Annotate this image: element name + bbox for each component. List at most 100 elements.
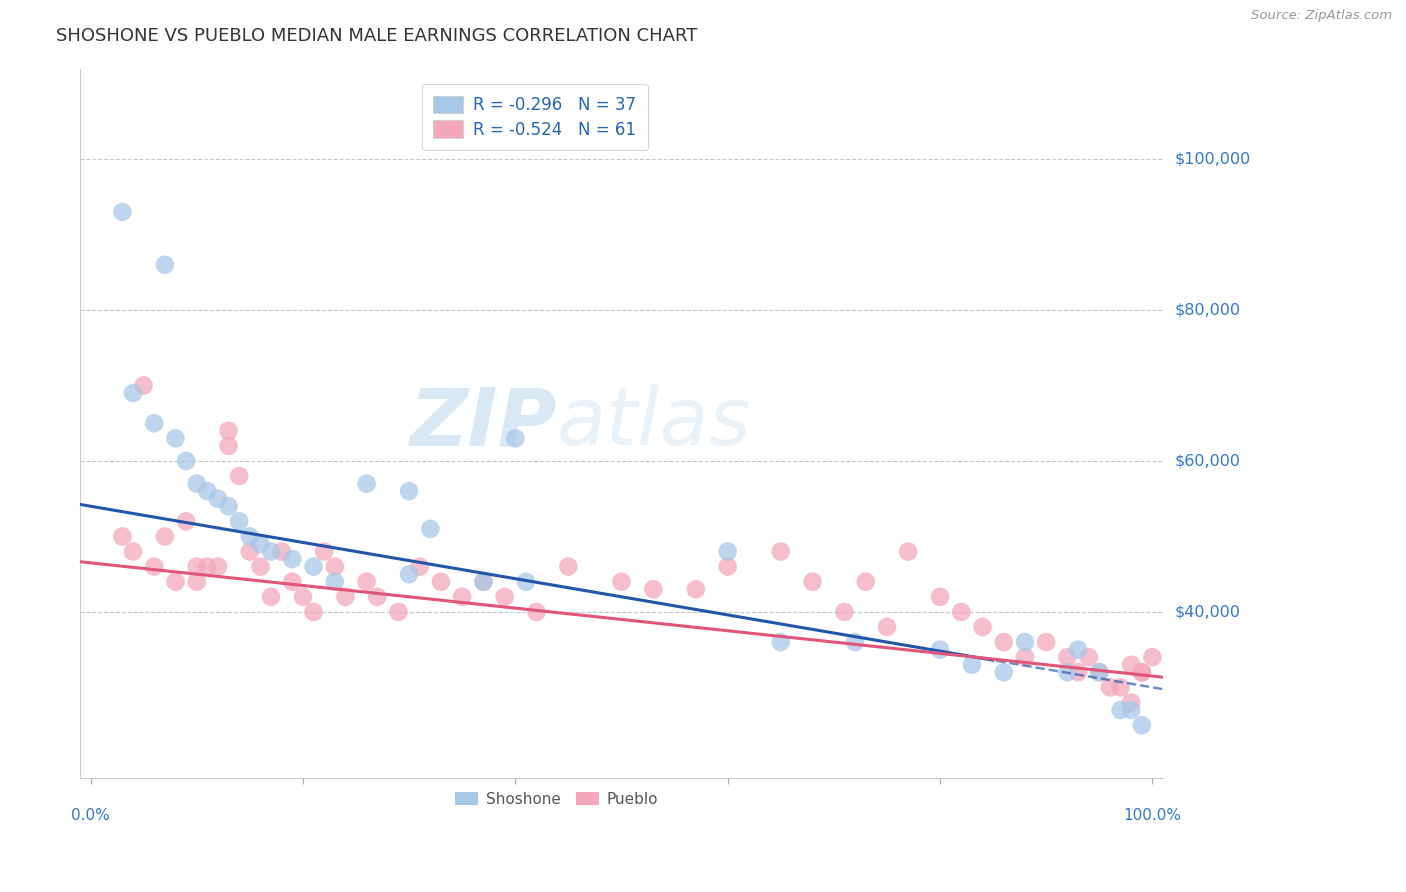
Point bbox=[111, 529, 134, 543]
Point bbox=[993, 635, 1015, 649]
Text: 0.0%: 0.0% bbox=[72, 808, 110, 823]
Point bbox=[557, 559, 579, 574]
Point bbox=[855, 574, 877, 589]
Point bbox=[526, 605, 548, 619]
Point bbox=[143, 416, 166, 430]
Point bbox=[972, 620, 994, 634]
Point bbox=[834, 605, 856, 619]
Point bbox=[844, 635, 866, 649]
Point bbox=[1130, 665, 1153, 680]
Point bbox=[419, 522, 441, 536]
Point bbox=[249, 559, 271, 574]
Text: $80,000: $80,000 bbox=[1174, 302, 1240, 318]
Point bbox=[122, 544, 145, 558]
Point bbox=[207, 559, 229, 574]
Point bbox=[228, 469, 250, 483]
Point bbox=[1121, 657, 1143, 672]
Point bbox=[1014, 650, 1036, 665]
Point bbox=[409, 559, 432, 574]
Point bbox=[1067, 642, 1090, 657]
Point bbox=[186, 574, 208, 589]
Point bbox=[153, 258, 176, 272]
Point bbox=[1035, 635, 1057, 649]
Point bbox=[950, 605, 973, 619]
Point bbox=[897, 544, 920, 558]
Point bbox=[356, 574, 378, 589]
Point bbox=[1088, 665, 1111, 680]
Point bbox=[1067, 665, 1090, 680]
Point bbox=[398, 484, 420, 499]
Text: atlas: atlas bbox=[557, 384, 751, 462]
Point bbox=[610, 574, 633, 589]
Point bbox=[239, 544, 262, 558]
Point bbox=[494, 590, 516, 604]
Point bbox=[929, 590, 952, 604]
Point bbox=[515, 574, 537, 589]
Point bbox=[472, 574, 495, 589]
Point bbox=[717, 544, 740, 558]
Point bbox=[302, 559, 325, 574]
Text: Source: ZipAtlas.com: Source: ZipAtlas.com bbox=[1251, 9, 1392, 22]
Text: SHOSHONE VS PUEBLO MEDIAN MALE EARNINGS CORRELATION CHART: SHOSHONE VS PUEBLO MEDIAN MALE EARNINGS … bbox=[56, 27, 697, 45]
Point bbox=[960, 657, 983, 672]
Point bbox=[769, 544, 792, 558]
Point bbox=[153, 529, 176, 543]
Point bbox=[430, 574, 453, 589]
Point bbox=[1130, 665, 1153, 680]
Point bbox=[643, 582, 665, 597]
Point bbox=[356, 476, 378, 491]
Point bbox=[717, 559, 740, 574]
Point bbox=[218, 500, 240, 514]
Point bbox=[993, 665, 1015, 680]
Point bbox=[314, 544, 336, 558]
Point bbox=[1056, 665, 1078, 680]
Point bbox=[876, 620, 898, 634]
Legend: Shoshone, Pueblo: Shoshone, Pueblo bbox=[449, 786, 664, 813]
Point bbox=[207, 491, 229, 506]
Point bbox=[1088, 665, 1111, 680]
Point bbox=[769, 635, 792, 649]
Point bbox=[472, 574, 495, 589]
Point bbox=[398, 567, 420, 582]
Point bbox=[281, 552, 304, 566]
Point bbox=[323, 559, 346, 574]
Point bbox=[1098, 681, 1121, 695]
Point bbox=[186, 476, 208, 491]
Point bbox=[218, 439, 240, 453]
Point bbox=[132, 378, 155, 392]
Point bbox=[302, 605, 325, 619]
Point bbox=[111, 205, 134, 219]
Point bbox=[260, 590, 283, 604]
Point bbox=[165, 431, 187, 445]
Point bbox=[174, 454, 197, 468]
Text: $60,000: $60,000 bbox=[1174, 453, 1240, 468]
Point bbox=[165, 574, 187, 589]
Point bbox=[801, 574, 824, 589]
Point bbox=[143, 559, 166, 574]
Point bbox=[249, 537, 271, 551]
Point bbox=[281, 574, 304, 589]
Point bbox=[1109, 703, 1132, 717]
Point bbox=[270, 544, 292, 558]
Point bbox=[291, 590, 314, 604]
Point bbox=[1014, 635, 1036, 649]
Point bbox=[174, 514, 197, 528]
Point bbox=[186, 559, 208, 574]
Point bbox=[195, 484, 218, 499]
Text: ZIP: ZIP bbox=[409, 384, 557, 462]
Point bbox=[685, 582, 707, 597]
Point bbox=[323, 574, 346, 589]
Point bbox=[122, 386, 145, 401]
Point bbox=[260, 544, 283, 558]
Point bbox=[1109, 681, 1132, 695]
Point bbox=[1121, 703, 1143, 717]
Text: $40,000: $40,000 bbox=[1174, 605, 1240, 619]
Point bbox=[239, 529, 262, 543]
Point bbox=[218, 424, 240, 438]
Point bbox=[228, 514, 250, 528]
Text: $100,000: $100,000 bbox=[1174, 152, 1250, 167]
Point bbox=[929, 642, 952, 657]
Point bbox=[1077, 650, 1099, 665]
Point bbox=[335, 590, 357, 604]
Point bbox=[1056, 650, 1078, 665]
